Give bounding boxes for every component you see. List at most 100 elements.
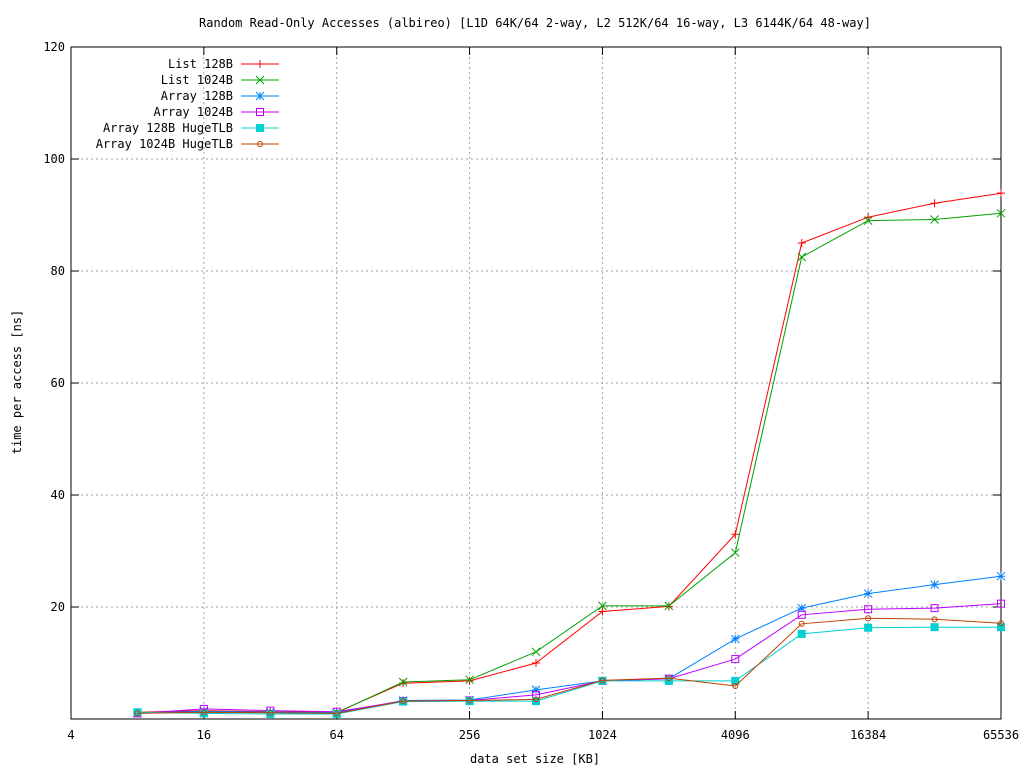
data-point (864, 605, 873, 614)
data-point (730, 548, 740, 558)
series-group (133, 189, 1006, 718)
data-point (930, 199, 939, 208)
series-line (137, 626, 1001, 715)
legend-item: List 1024B (161, 73, 279, 87)
x-tick-label: 4096 (721, 728, 750, 742)
legend-label: List 1024B (161, 73, 233, 87)
data-point (256, 108, 264, 116)
data-point (465, 676, 474, 685)
data-point (267, 709, 274, 716)
data-point (333, 710, 340, 717)
data-point (798, 620, 805, 627)
data-point (598, 607, 607, 616)
series-line (137, 575, 1002, 714)
data-point (930, 604, 939, 613)
legend-label: Array 128B HugeTLB (103, 121, 233, 135)
series-list-128b (133, 189, 1005, 717)
data-point (998, 620, 1004, 627)
data-point (532, 697, 540, 706)
x-tick-label: 64 (329, 728, 343, 742)
data-point (256, 60, 264, 68)
data-point (664, 601, 674, 611)
data-point (930, 215, 939, 224)
data-point (532, 659, 540, 667)
y-axis-label: time per access [ns] (10, 310, 24, 455)
series-line (137, 603, 1002, 714)
y-tick-label: 100 (43, 152, 65, 166)
data-point (797, 629, 806, 638)
data-point (398, 677, 408, 687)
x-axis-label: data set size [KB] (470, 752, 600, 766)
data-point (531, 685, 541, 695)
data-point (598, 601, 607, 611)
data-point (400, 698, 407, 705)
legend-label: List 128B (168, 57, 233, 71)
axis-ticks: 4 16 64 256 1024 4096 16384 65536 20 40 60 80 100 120 (43, 40, 1019, 742)
data-point (255, 91, 265, 101)
data-point (997, 599, 1005, 608)
data-point (864, 623, 873, 632)
data-point (797, 610, 806, 619)
data-point (732, 682, 739, 689)
series-list-1024b (133, 208, 1006, 718)
data-point (731, 676, 740, 685)
data-point (996, 208, 1006, 218)
data-point (466, 697, 473, 704)
series-array-1024b-hugetlb (134, 615, 1004, 717)
data-point (731, 530, 740, 539)
legend-item: List 128B (168, 57, 279, 71)
legend: List 128B List 1024B Array 128B Array 1024B… (96, 57, 279, 151)
legend-label: Array 1024B (154, 105, 233, 119)
y-tick-label: 60 (51, 376, 65, 390)
data-point (930, 580, 939, 589)
data-point (797, 603, 807, 613)
data-point (256, 124, 264, 132)
data-point (865, 615, 872, 622)
data-point (996, 571, 1006, 581)
series-array-128b (133, 571, 1006, 718)
y-tick-label: 40 (51, 488, 65, 502)
data-point (930, 623, 939, 632)
series-array-128b-hugetlb (133, 623, 1005, 718)
series-array-1024b (133, 599, 1005, 718)
data-point (730, 634, 740, 644)
legend-item: Array 1024B (154, 105, 279, 119)
data-point (255, 75, 265, 85)
data-point (134, 710, 141, 717)
legend-item: Array 128B (161, 89, 279, 103)
y-tick-label: 20 (51, 600, 65, 614)
x-tick-label: 16384 (850, 728, 886, 742)
chart-title: Random Read-Only Accesses (albireo) [L1D… (199, 16, 871, 30)
data-point (465, 675, 474, 685)
legend-label: Array 128B (161, 89, 233, 103)
grid-lines (71, 47, 1001, 719)
data-point (931, 616, 938, 623)
legend-item: Array 128B HugeTLB (103, 121, 279, 135)
x-tick-label: 65536 (983, 728, 1019, 742)
data-point (997, 623, 1005, 632)
data-point (533, 696, 539, 703)
x-tick-label: 4 (67, 728, 74, 742)
legend-item: Array 1024B HugeTLB (96, 137, 279, 151)
series-line (137, 192, 1002, 713)
y-tick-label: 80 (51, 264, 65, 278)
data-point (797, 239, 806, 247)
data-point (863, 589, 873, 598)
series-line (137, 617, 1002, 714)
x-tick-label: 256 (459, 728, 481, 742)
data-point (531, 647, 541, 657)
data-point (599, 677, 606, 684)
data-point (257, 141, 263, 147)
data-point (665, 675, 672, 682)
data-point (731, 655, 740, 664)
data-point (997, 189, 1005, 198)
x-tick-label: 16 (197, 728, 211, 742)
y-tick-label: 120 (43, 40, 65, 54)
data-point (200, 709, 207, 716)
x-tick-label: 1024 (588, 728, 617, 742)
data-point (863, 216, 873, 225)
data-point (797, 252, 807, 262)
legend-label: Array 1024B HugeTLB (96, 137, 233, 151)
